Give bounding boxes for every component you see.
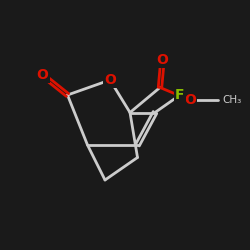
Text: O: O (184, 93, 196, 107)
Text: O: O (156, 53, 168, 67)
Text: O: O (36, 68, 48, 82)
Text: O: O (104, 73, 116, 87)
Text: F: F (175, 88, 185, 102)
Text: CH₃: CH₃ (222, 95, 242, 105)
